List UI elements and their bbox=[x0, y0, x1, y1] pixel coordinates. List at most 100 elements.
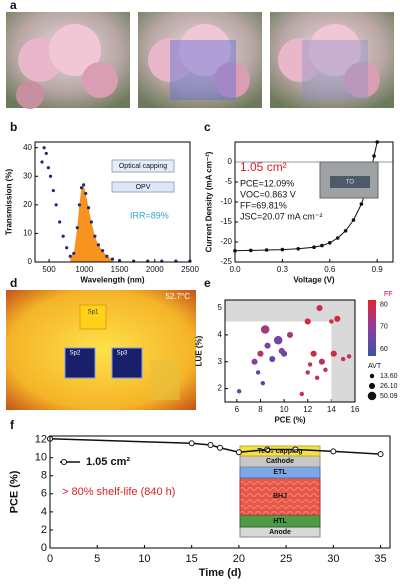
data-point bbox=[96, 243, 101, 247]
data-point bbox=[316, 304, 323, 312]
panel-label: c bbox=[204, 120, 211, 134]
x-tick-label: 16 bbox=[351, 405, 360, 414]
x-tick-label: 500 bbox=[42, 265, 56, 274]
data-point bbox=[318, 358, 325, 365]
x-axis-title: PCE (%) bbox=[274, 416, 305, 425]
data-point bbox=[54, 203, 58, 207]
data-point bbox=[312, 245, 316, 249]
data-point bbox=[251, 358, 258, 365]
annotation: 1.05 cm² bbox=[240, 160, 287, 174]
y-tick-label: 10 bbox=[23, 229, 32, 238]
annotation: OPV bbox=[136, 184, 151, 191]
data-point bbox=[304, 318, 311, 325]
x-tick-label: 2500 bbox=[181, 265, 199, 274]
x-tick-label: 0.3 bbox=[277, 265, 289, 274]
data-point bbox=[42, 146, 46, 150]
stack-label: Cathode bbox=[266, 458, 294, 465]
y-tick-label: 2 bbox=[218, 384, 223, 393]
plot-frame bbox=[34, 141, 191, 263]
data-point bbox=[273, 336, 283, 345]
data-point bbox=[329, 319, 334, 324]
annotation: VOC=0.863 V bbox=[240, 189, 296, 199]
data-point bbox=[93, 234, 97, 238]
y-tick-label: 6 bbox=[41, 488, 47, 500]
stack-label: TeO₂ capping bbox=[258, 448, 303, 455]
shade bbox=[331, 300, 355, 402]
data-point bbox=[296, 247, 301, 251]
size-legend-label: 50.09 bbox=[380, 393, 398, 400]
data-point bbox=[340, 356, 346, 362]
x-tick-label: 8 bbox=[258, 405, 263, 414]
data-point bbox=[335, 236, 340, 240]
y-tick-label: 4 bbox=[218, 330, 223, 339]
data-point bbox=[82, 183, 86, 187]
photo-row bbox=[6, 12, 394, 109]
x-axis-title: Wavelength (nm) bbox=[80, 276, 144, 285]
data-point bbox=[323, 367, 328, 373]
data-point bbox=[260, 380, 266, 386]
data-point bbox=[46, 166, 50, 170]
data-point bbox=[110, 257, 115, 261]
data-point bbox=[330, 448, 337, 455]
spot-label: Sp1 bbox=[88, 310, 99, 316]
y-tick-label: 0 bbox=[228, 157, 233, 166]
annotation: PCE=12.09% bbox=[240, 178, 294, 188]
y-tick-label: -5 bbox=[225, 177, 233, 186]
data-point bbox=[299, 391, 305, 397]
x-tick-label: 25 bbox=[280, 553, 292, 565]
data-point bbox=[257, 350, 264, 357]
data-point bbox=[86, 206, 91, 210]
data-point bbox=[58, 220, 62, 224]
shade bbox=[225, 300, 355, 322]
data-point bbox=[236, 389, 242, 394]
data-point bbox=[79, 186, 84, 190]
x-tick-label: 1000 bbox=[75, 265, 93, 274]
x-tick-label: 0.6 bbox=[324, 265, 336, 274]
x-tick-label: 14 bbox=[327, 405, 336, 414]
opv-layer bbox=[111, 181, 175, 193]
size-legend-title: AVT bbox=[368, 363, 382, 370]
plot-frame bbox=[224, 299, 356, 403]
y-axis-title: Transmission (%) bbox=[5, 169, 14, 236]
data-point bbox=[260, 325, 270, 334]
x-tick-label: 1500 bbox=[111, 265, 129, 274]
panel-label: f bbox=[10, 418, 15, 432]
data-point bbox=[351, 218, 356, 222]
x-tick-label: 30 bbox=[327, 553, 339, 565]
colorbar-tick-label: 70 bbox=[380, 324, 388, 331]
plot-frame bbox=[49, 435, 391, 549]
y-tick-label: 30 bbox=[23, 171, 32, 180]
colorbar-tick-label: 60 bbox=[380, 346, 388, 353]
data-point bbox=[305, 370, 310, 375]
x-tick-label: 12 bbox=[303, 405, 312, 414]
size-legend-label: 26.10 bbox=[380, 383, 398, 390]
data-point bbox=[188, 440, 195, 447]
y-axis-title: Current Density (mA cm⁻²) bbox=[205, 151, 214, 252]
data-point bbox=[61, 234, 65, 238]
annotation: Optical capping bbox=[119, 163, 167, 170]
y-tick-label: 4 bbox=[41, 506, 47, 518]
size-legend-marker bbox=[369, 373, 375, 379]
y-axis-title: PCE (%) bbox=[9, 470, 21, 513]
x-tick-label: 10 bbox=[280, 405, 289, 414]
data-point bbox=[65, 246, 69, 250]
colorbar-tick-label: 80 bbox=[380, 301, 388, 308]
y-tick-label: 3 bbox=[218, 357, 223, 366]
size-legend-marker bbox=[368, 382, 376, 390]
data-point bbox=[72, 251, 76, 256]
annotation: > 80% shelf-life (840 h) bbox=[62, 486, 175, 498]
colorbar-title: FF bbox=[384, 291, 393, 298]
data-point bbox=[105, 254, 109, 258]
plot-frame bbox=[234, 141, 394, 263]
panel-labels: a b c d e f bbox=[10, 0, 211, 432]
capping-layer bbox=[111, 159, 175, 173]
y-tick-label: 10 bbox=[35, 452, 47, 464]
stack-label: Anode bbox=[269, 529, 291, 536]
data-point bbox=[280, 247, 285, 252]
data-point bbox=[359, 202, 364, 206]
data-point bbox=[372, 154, 376, 158]
panel-label: d bbox=[10, 276, 17, 290]
y-tick-label: 0 bbox=[41, 542, 47, 554]
y-tick-label: 20 bbox=[23, 200, 32, 209]
x-tick-label: 35 bbox=[374, 553, 386, 565]
